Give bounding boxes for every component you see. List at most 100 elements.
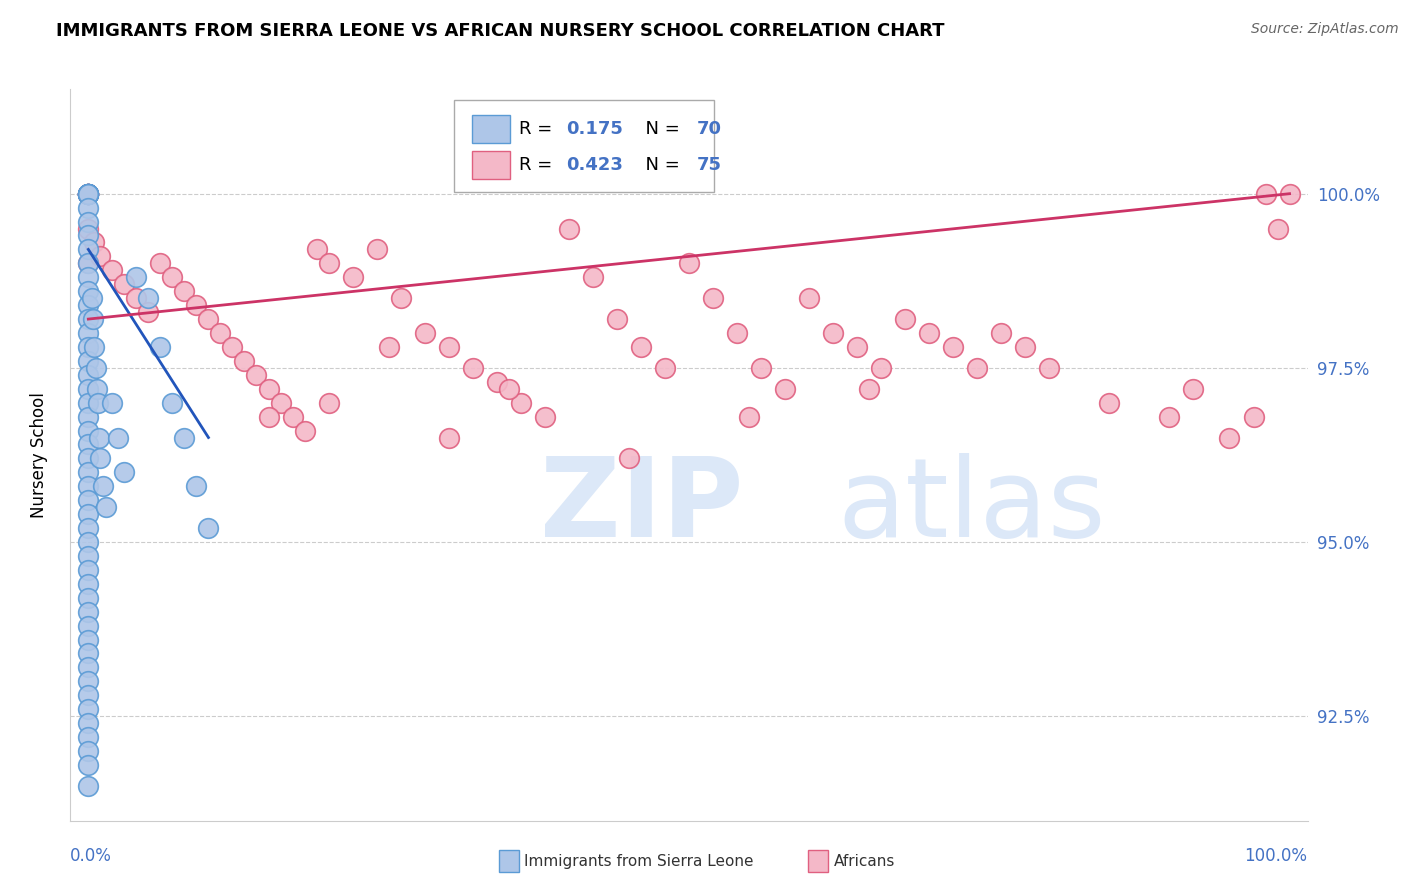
Point [858, 382, 880, 396]
Point [112, 277, 135, 292]
Point [125, 291, 148, 305]
Point [149, 340, 172, 354]
Point [437, 340, 460, 354]
Point [270, 395, 292, 409]
Point [87, 395, 110, 409]
Point [138, 291, 160, 305]
Point [162, 395, 184, 409]
Point [77, 284, 100, 298]
Point [558, 221, 581, 235]
Point [823, 326, 845, 340]
Point [509, 395, 531, 409]
Point [77, 437, 100, 451]
Point [77, 521, 100, 535]
Point [77, 186, 100, 201]
Point [77, 716, 100, 731]
Point [846, 340, 869, 354]
Point [125, 270, 148, 285]
FancyBboxPatch shape [472, 152, 509, 179]
Point [101, 395, 124, 409]
Point [77, 618, 100, 632]
Point [77, 688, 100, 702]
Point [485, 375, 508, 389]
Point [84, 360, 107, 375]
Point [77, 409, 100, 424]
Point [197, 312, 219, 326]
Point [318, 256, 340, 270]
Point [281, 409, 304, 424]
Point [77, 549, 100, 563]
Point [1254, 186, 1277, 201]
Point [77, 312, 100, 326]
Point [77, 563, 100, 577]
Point [77, 605, 100, 619]
Point [77, 466, 100, 480]
Point [257, 409, 280, 424]
Point [305, 243, 328, 257]
Point [1278, 186, 1301, 201]
Text: 75: 75 [696, 156, 721, 174]
Point [617, 451, 640, 466]
Point [797, 291, 820, 305]
Point [245, 368, 267, 382]
Point [894, 312, 917, 326]
Point [149, 256, 172, 270]
Point [77, 270, 100, 285]
Point [162, 270, 184, 285]
Point [221, 340, 243, 354]
Point [89, 249, 111, 263]
Point [77, 186, 100, 201]
Point [77, 186, 100, 201]
Point [870, 360, 893, 375]
Point [918, 326, 941, 340]
Text: ZIP: ZIP [540, 452, 744, 559]
Point [342, 270, 364, 285]
Point [389, 291, 412, 305]
Point [461, 360, 484, 375]
Text: 0.0%: 0.0% [70, 847, 112, 864]
Point [77, 779, 100, 793]
Point [96, 500, 118, 515]
Text: 70: 70 [696, 120, 721, 137]
Text: N =: N = [634, 156, 686, 174]
Point [77, 576, 100, 591]
Point [318, 395, 340, 409]
Text: atlas: atlas [838, 452, 1107, 559]
Point [990, 326, 1012, 340]
Point [77, 647, 100, 661]
Text: Source: ZipAtlas.com: Source: ZipAtlas.com [1251, 22, 1399, 37]
Point [77, 451, 100, 466]
Point [209, 326, 232, 340]
FancyBboxPatch shape [472, 115, 509, 143]
Point [654, 360, 676, 375]
Point [77, 493, 100, 508]
Point [773, 382, 796, 396]
Point [77, 186, 100, 201]
Point [77, 632, 100, 647]
Point [377, 340, 399, 354]
Point [77, 326, 100, 340]
Point [86, 382, 108, 396]
Point [77, 186, 100, 201]
Point [186, 479, 208, 493]
Text: IMMIGRANTS FROM SIERRA LEONE VS AFRICAN NURSERY SCHOOL CORRELATION CHART: IMMIGRANTS FROM SIERRA LEONE VS AFRICAN … [56, 22, 945, 40]
Point [1267, 221, 1289, 235]
Point [942, 340, 965, 354]
Point [77, 186, 100, 201]
Point [77, 186, 100, 201]
Point [107, 430, 129, 444]
Point [738, 409, 761, 424]
Point [77, 256, 100, 270]
Point [257, 382, 280, 396]
Point [83, 340, 105, 354]
Point [498, 382, 520, 396]
Point [77, 186, 100, 201]
Point [1098, 395, 1121, 409]
Point [630, 340, 652, 354]
Point [173, 284, 195, 298]
Point [582, 270, 605, 285]
Text: R =: R = [519, 156, 558, 174]
Point [77, 744, 100, 758]
Point [233, 354, 256, 368]
Point [83, 235, 105, 250]
